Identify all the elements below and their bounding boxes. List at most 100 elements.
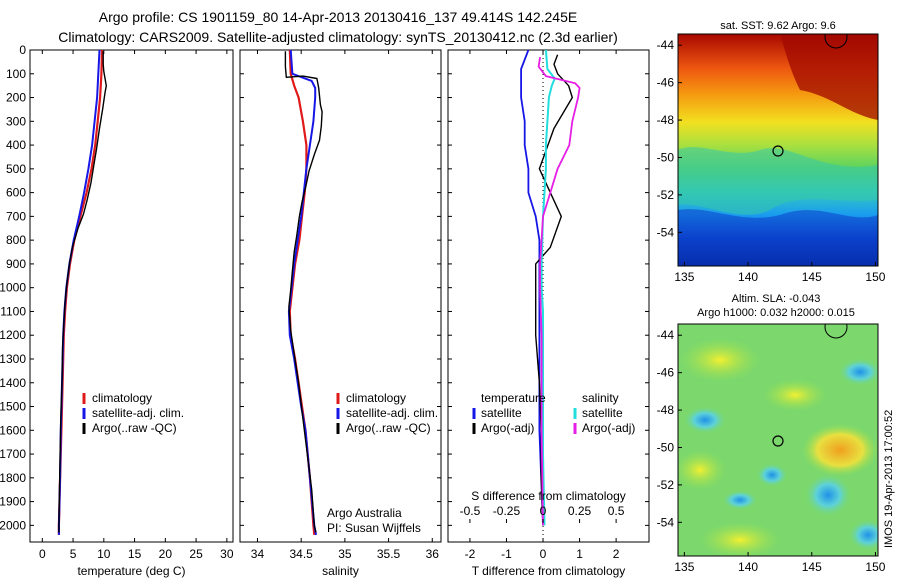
- sla-blob: [756, 463, 788, 487]
- x-tick-label: 34: [251, 547, 265, 561]
- sla-map: Altim. SLA: -0.043 Argo h1000: 0.032 h20…: [677, 293, 879, 557]
- y-tick-label: 1300: [0, 352, 26, 366]
- legend-label: Argo(..raw -QC): [346, 421, 431, 435]
- sst-front-band: [678, 147, 878, 215]
- temperature-x-label: temperature (deg C): [77, 564, 185, 578]
- difference-panel: -2 -1 0 1 2 T difference from climatology temp…: [447, 49, 650, 578]
- x-tick-label: -1: [501, 547, 512, 561]
- y-tick-label: 2000: [0, 518, 26, 532]
- salinity-x-label: salinity: [322, 564, 359, 578]
- salinity-annotation: Argo Australia: [327, 506, 402, 520]
- sla-blob: [802, 424, 878, 476]
- map-x-tick-label: 135: [674, 560, 694, 574]
- map-x-tick-label: 135: [674, 270, 694, 284]
- sla-blob: [683, 406, 727, 434]
- sla-blob: [678, 450, 726, 490]
- map-y-tick-label: -54: [657, 225, 675, 239]
- map-x-tick-label: 150: [865, 270, 885, 284]
- title-line-2: Climatology: CARS2009. Satellite-adjuste…: [58, 29, 618, 45]
- map-y-tick-label: -48: [657, 113, 675, 127]
- sla-blob: [838, 358, 878, 386]
- sla-map-title: Altim. SLA: -0.043: [732, 293, 821, 305]
- sla-blob: [680, 338, 760, 382]
- y-tick-label: 800: [6, 233, 26, 247]
- top-axis-tick-label: -0.5: [460, 504, 481, 518]
- sla-blob: [763, 379, 827, 411]
- temperature-panel: 0 5 10 15 20 25 300100200300400500600700800900…: [0, 43, 234, 578]
- side-label: IMOS 19-Apr-2013 17:00:52: [883, 410, 895, 548]
- sla-blob: [700, 522, 780, 556]
- series-line-salinity-satellite: [540, 49, 556, 526]
- x-tick-label: 15: [128, 547, 142, 561]
- sst-argo-marker: [772, 145, 784, 157]
- y-tick-label: 1700: [0, 447, 26, 461]
- difference-top-axis-label: S difference from climatology: [471, 489, 626, 503]
- map-y-tick-label: -44: [657, 328, 675, 342]
- map-x-tick-label: 150: [865, 560, 885, 574]
- y-tick-label: 1000: [0, 281, 26, 295]
- y-tick-label: 0: [19, 43, 26, 57]
- sst-coast-outline: [824, 34, 848, 49]
- sst-map: sat. SST: 9.62 Argo: 9.6: [677, 20, 879, 267]
- sla-argo-marker: [772, 435, 784, 447]
- y-tick-label: 600: [6, 186, 26, 200]
- map-axes: 135 140 145 150 -44 -46 -48 -50 -52 -54 135 140 145 1…: [657, 38, 886, 574]
- map-x-tick-label: 140: [738, 270, 758, 284]
- legend-label: Argo(-adj): [582, 421, 635, 435]
- y-tick-label: 1400: [0, 376, 26, 390]
- legend-label: satellite: [582, 406, 623, 420]
- series-line-argo-raw-qc-: [284, 51, 323, 533]
- top-axis-tick-label: -0.25: [493, 504, 521, 518]
- x-tick-label: 34.5: [289, 547, 313, 561]
- y-tick-label: 900: [6, 257, 26, 271]
- sla-blob: [804, 473, 852, 517]
- y-tick-label: 400: [6, 138, 26, 152]
- sla-blob: [848, 519, 878, 551]
- y-tick-label: 1200: [0, 328, 26, 342]
- legend-label: satellite-adj. clim.: [346, 406, 438, 420]
- map-y-tick-label: -48: [657, 403, 675, 417]
- y-tick-label: 700: [6, 209, 26, 223]
- x-tick-label: 35.5: [377, 547, 401, 561]
- sla-coast-outline: [824, 324, 848, 339]
- sst-cold-band: [678, 209, 878, 266]
- sla-map-frame: [677, 323, 879, 557]
- y-tick-label: 1800: [0, 471, 26, 485]
- y-tick-label: 100: [6, 67, 26, 81]
- salinity-annotation: PI: Susan Wijffels: [327, 521, 421, 535]
- x-tick-label: 0: [540, 547, 547, 561]
- x-tick-label: -2: [465, 547, 476, 561]
- legend-label: climatology: [92, 391, 152, 405]
- legend-salinity-title: salinity: [582, 391, 619, 405]
- sst-map-frame: [677, 33, 879, 267]
- map-y-tick-label: -50: [657, 150, 675, 164]
- y-tick-label: 1500: [0, 400, 26, 414]
- x-tick-label: 20: [159, 547, 173, 561]
- top-axis-tick-label: 0.5: [608, 504, 625, 518]
- sla-blob: [722, 490, 758, 510]
- legend-label: satellite: [481, 406, 522, 420]
- temperature-plot-frame: [29, 49, 234, 543]
- series-line-temperature-argo-adj-: [535, 54, 573, 526]
- map-y-tick-label: -54: [657, 515, 675, 529]
- map-y-tick-label: -52: [657, 188, 675, 202]
- sla-map-subtitle: Argo h1000: 0.032 h2000: 0.015: [697, 307, 855, 319]
- y-tick-label: 500: [6, 162, 26, 176]
- sst-warm-patch: [780, 34, 878, 120]
- map-x-tick-label: 145: [802, 270, 822, 284]
- sst-map-title: sat. SST: 9.62 Argo: 9.6: [720, 20, 836, 32]
- salinity-plot-frame: [239, 49, 442, 543]
- title-line-1: Argo profile: CS 1901159_80 14-Apr-2013 …: [99, 9, 577, 25]
- top-axis-tick-label: 0.25: [568, 504, 592, 518]
- legend-label: climatology: [346, 391, 406, 405]
- y-tick-label: 200: [6, 91, 26, 105]
- x-tick-label: 2: [613, 547, 620, 561]
- series-line-argo-raw-qc-: [58, 51, 107, 533]
- map-x-tick-label: 145: [802, 560, 822, 574]
- legend-label: Argo(..raw -QC): [92, 421, 177, 435]
- x-tick-label: 30: [220, 547, 234, 561]
- x-tick-label: 35: [338, 547, 352, 561]
- map-x-tick-label: 140: [738, 560, 758, 574]
- legend-label: satellite-adj. clim.: [92, 406, 184, 420]
